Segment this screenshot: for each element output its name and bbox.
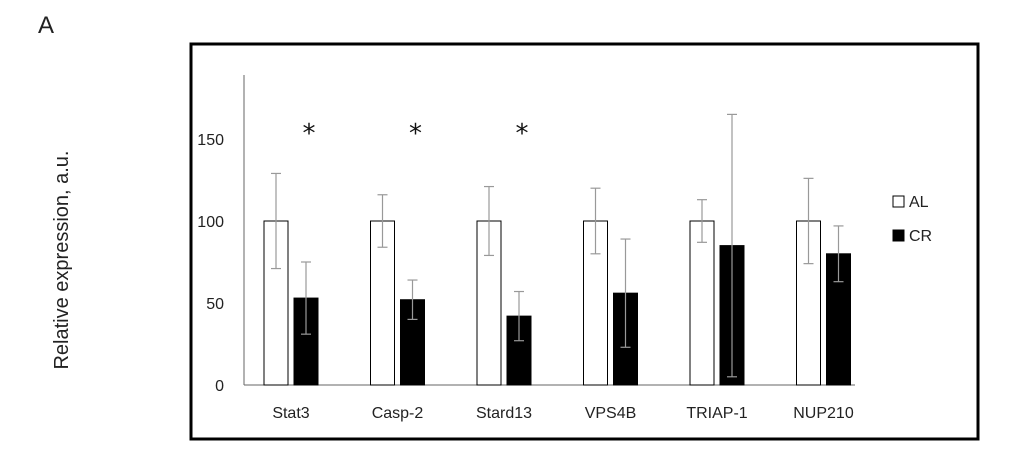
y-tick-label: 150 bbox=[197, 132, 224, 149]
x-tick-label: TRIAP-1 bbox=[686, 405, 747, 422]
legend-label-al: AL bbox=[909, 194, 929, 211]
bar-al-casp-2 bbox=[370, 220, 395, 386]
x-tick-label: Casp-2 bbox=[372, 405, 424, 422]
y-tick-label: 100 bbox=[197, 214, 224, 231]
chart-frame bbox=[189, 42, 980, 441]
bar-al-vps4b bbox=[583, 220, 608, 386]
x-tick-label: VPS4B bbox=[585, 405, 637, 422]
legend-swatch-cr bbox=[892, 229, 905, 242]
x-tick-label: NUP210 bbox=[793, 405, 854, 422]
legend-swatch-al bbox=[892, 195, 905, 208]
significance-marker: * bbox=[409, 119, 422, 149]
y-tick-label: 50 bbox=[206, 296, 224, 313]
bar-al-triap-1 bbox=[689, 220, 715, 386]
y-tick-label: 0 bbox=[215, 378, 224, 395]
x-tick-label: Stard13 bbox=[476, 405, 532, 422]
x-tick-label: Stat3 bbox=[272, 405, 309, 422]
significance-marker: * bbox=[516, 119, 529, 149]
legend-label-cr: CR bbox=[909, 228, 932, 245]
panel-label: A bbox=[38, 12, 55, 39]
significance-marker: * bbox=[303, 119, 316, 149]
